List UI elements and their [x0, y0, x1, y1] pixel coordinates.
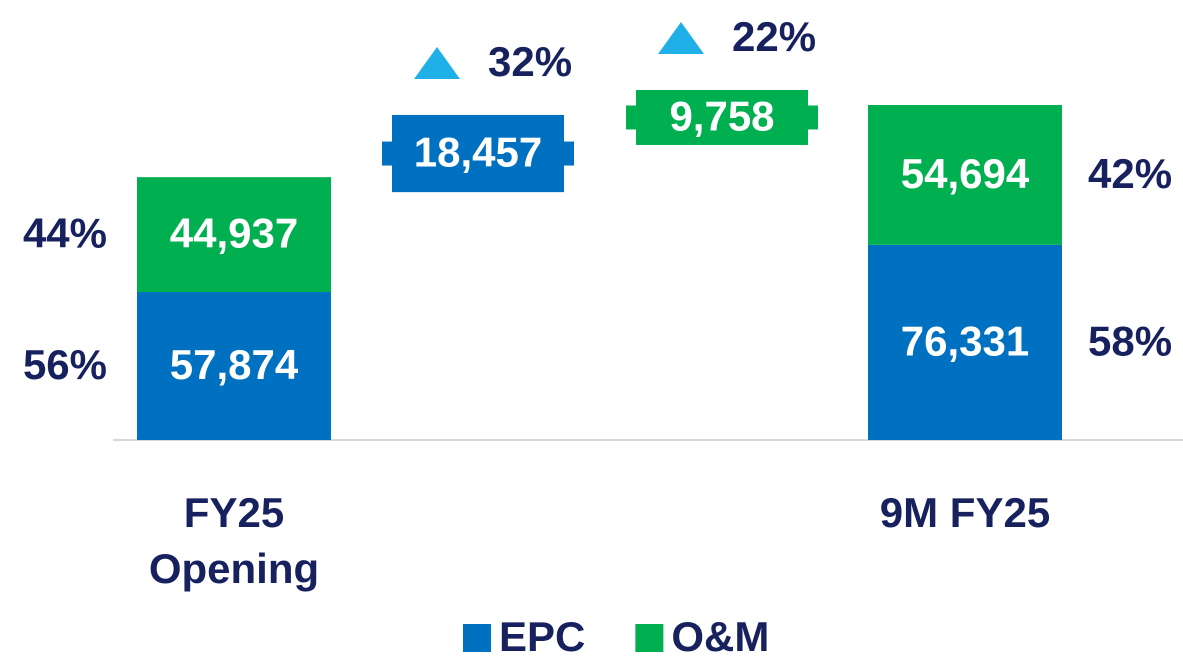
category-label: 9M FY25 — [879, 489, 1051, 536]
legend-label: O&M — [671, 613, 769, 660]
legend-swatch — [463, 624, 491, 652]
value-label: 44,937 — [170, 210, 298, 257]
value-label: 54,694 — [901, 150, 1030, 197]
value-label: 57,874 — [170, 341, 299, 388]
category-label: FY25 Opening — [148, 489, 320, 592]
percent-label: 58% — [1088, 318, 1172, 365]
value-label: 18,457 — [414, 129, 542, 176]
bridge-bar — [636, 90, 808, 145]
percent-label: 44% — [23, 210, 107, 257]
bar-segment — [868, 105, 1062, 245]
percent-label: 22% — [732, 13, 816, 60]
percent-label: 42% — [1088, 150, 1172, 197]
bar-segment — [137, 177, 331, 293]
percent-label: 56% — [23, 341, 107, 388]
growth-triangle — [414, 46, 460, 79]
bar-segment — [868, 244, 1062, 440]
growth-triangle — [658, 22, 704, 54]
percent-label: 32% — [488, 38, 572, 85]
value-label: 76,331 — [901, 318, 1029, 365]
bridge-bar — [392, 114, 564, 193]
legend-swatch — [635, 624, 664, 652]
value-label: 9,758 — [669, 93, 774, 140]
bar-segment — [137, 292, 331, 440]
legend-label: EPC — [499, 613, 585, 660]
